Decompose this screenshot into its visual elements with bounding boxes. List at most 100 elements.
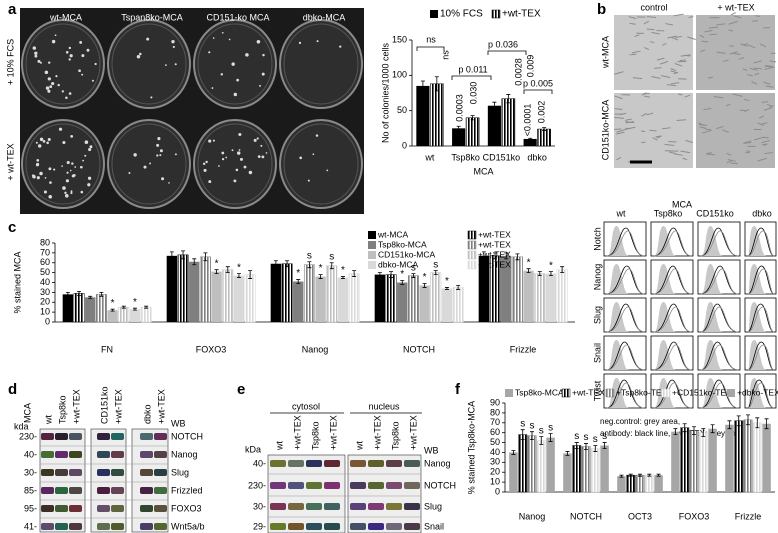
plate-rim bbox=[197, 23, 273, 105]
column-label: Tsp8ko bbox=[654, 208, 683, 218]
colony bbox=[61, 90, 64, 93]
micrograph bbox=[696, 93, 775, 168]
y-tick-label: 20 bbox=[490, 467, 500, 477]
error-bar bbox=[352, 270, 357, 277]
cell bbox=[753, 136, 764, 141]
annotation: ns bbox=[426, 34, 436, 44]
colony bbox=[47, 77, 51, 81]
y-tick-label: 40 bbox=[490, 447, 500, 457]
tex-line bbox=[606, 306, 645, 333]
cell bbox=[716, 51, 726, 54]
cell bbox=[676, 119, 687, 121]
colony bbox=[136, 54, 141, 59]
plate bbox=[193, 19, 277, 109]
colony bbox=[156, 143, 160, 147]
error-bar bbox=[340, 276, 345, 279]
colony bbox=[36, 176, 40, 180]
antibody-line bbox=[747, 341, 775, 371]
legend-label: CD151ko-MCA bbox=[378, 249, 435, 259]
cell bbox=[769, 105, 774, 108]
lane-label: +wt-TEX bbox=[71, 389, 81, 424]
y-tick-label: 150 bbox=[392, 34, 407, 44]
colony bbox=[218, 165, 220, 167]
cell bbox=[613, 71, 624, 75]
colony bbox=[34, 51, 38, 55]
colony bbox=[70, 190, 73, 193]
cell bbox=[660, 75, 671, 78]
bar bbox=[233, 275, 245, 322]
colony bbox=[68, 46, 71, 50]
cell bbox=[722, 59, 729, 62]
colony bbox=[49, 85, 53, 89]
colony bbox=[35, 141, 38, 144]
bar bbox=[762, 423, 771, 492]
x-tick-label: dbko bbox=[527, 152, 547, 162]
colony bbox=[86, 48, 90, 52]
colony bbox=[38, 144, 42, 148]
cell bbox=[656, 135, 662, 139]
colony bbox=[34, 54, 38, 58]
cell bbox=[625, 121, 634, 124]
band bbox=[350, 503, 366, 510]
cell bbox=[745, 151, 750, 154]
error-bar bbox=[710, 424, 715, 434]
colony bbox=[44, 177, 47, 179]
error-bar bbox=[411, 273, 416, 278]
blot bbox=[39, 428, 86, 533]
bar bbox=[534, 273, 546, 323]
colony bbox=[139, 52, 142, 56]
band bbox=[69, 433, 82, 440]
wb-label: WB bbox=[171, 418, 186, 428]
bar bbox=[452, 287, 464, 323]
error-bar bbox=[506, 94, 511, 104]
marker-label: 230- bbox=[19, 431, 37, 441]
band bbox=[140, 523, 153, 530]
cell bbox=[743, 98, 750, 101]
band bbox=[69, 505, 82, 512]
marker-label: 230- bbox=[248, 480, 266, 490]
band bbox=[55, 433, 68, 440]
significance-mark: * bbox=[319, 263, 323, 274]
tex-line bbox=[653, 382, 692, 409]
marker-label: 40- bbox=[24, 449, 37, 459]
lane-label: Tsp8ko bbox=[310, 421, 320, 450]
bar bbox=[129, 309, 141, 322]
significance-mark: * bbox=[527, 257, 531, 268]
cell bbox=[707, 76, 714, 79]
error-bar bbox=[99, 291, 104, 297]
band bbox=[154, 505, 167, 512]
colony bbox=[47, 89, 51, 93]
cell bbox=[628, 16, 637, 20]
row-label: wt-MCA bbox=[600, 36, 610, 69]
error-bar bbox=[444, 287, 449, 290]
band bbox=[55, 451, 68, 458]
bar bbox=[644, 474, 654, 493]
row-label: Slug bbox=[592, 306, 602, 324]
colony bbox=[315, 134, 319, 137]
band bbox=[41, 523, 54, 530]
cell bbox=[659, 60, 669, 65]
bar bbox=[337, 277, 349, 322]
significance-mark: * bbox=[237, 262, 241, 273]
blot bbox=[267, 454, 346, 533]
y-tick-label: 50 bbox=[40, 267, 50, 277]
cell bbox=[670, 70, 678, 74]
tex-line bbox=[747, 230, 775, 257]
cell bbox=[656, 57, 665, 61]
band bbox=[270, 503, 286, 510]
colony bbox=[149, 162, 152, 165]
cell bbox=[757, 122, 764, 126]
error-bar bbox=[65, 291, 70, 297]
cell bbox=[746, 149, 751, 153]
bar bbox=[315, 276, 326, 322]
annotation: p 0.011 bbox=[458, 64, 487, 74]
error-bar bbox=[492, 101, 497, 110]
colony bbox=[46, 141, 49, 145]
bar bbox=[743, 419, 753, 493]
cell bbox=[704, 29, 713, 33]
band bbox=[55, 505, 68, 512]
band bbox=[140, 451, 153, 458]
y-tick-label: 20 bbox=[40, 297, 50, 307]
colony bbox=[261, 72, 265, 76]
colony bbox=[256, 40, 261, 44]
